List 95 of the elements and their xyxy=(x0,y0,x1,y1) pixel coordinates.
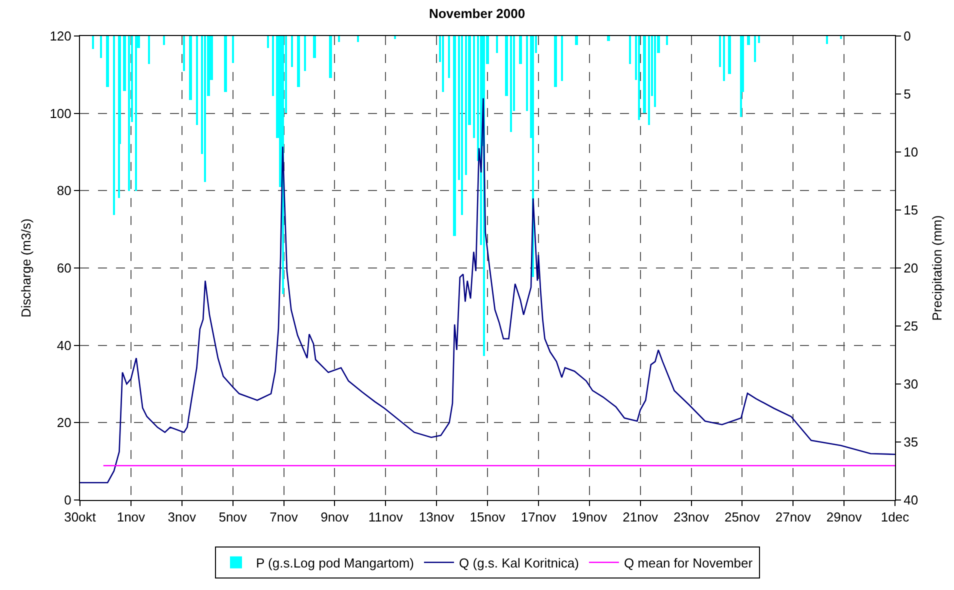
bar xyxy=(826,36,828,44)
y-tick-label: 100 xyxy=(50,106,72,121)
bar xyxy=(304,36,306,71)
bar xyxy=(654,36,656,107)
x-tick-label: 3nov xyxy=(168,510,196,525)
bar xyxy=(840,36,842,39)
bar xyxy=(394,36,396,39)
bar xyxy=(135,36,137,191)
bar xyxy=(100,36,102,58)
y-tick-label: 60 xyxy=(56,260,72,276)
bar xyxy=(719,36,721,67)
bar xyxy=(357,36,359,42)
bar xyxy=(92,36,94,49)
bar xyxy=(526,36,528,111)
y2-tick-label: 10 xyxy=(904,144,918,160)
bar xyxy=(561,36,563,81)
bar xyxy=(723,36,725,81)
x-tick-label: 23nov xyxy=(674,510,710,525)
bar xyxy=(728,36,731,74)
x-tick-label: 9nov xyxy=(320,510,350,525)
bar xyxy=(740,36,742,117)
legend-label: P (g.s.Log pod Mangartom) xyxy=(256,555,414,570)
x-tick-label: 7nov xyxy=(270,510,298,525)
bar xyxy=(453,36,456,236)
y-tick-label: 80 xyxy=(56,183,72,198)
bar xyxy=(465,36,467,175)
bar xyxy=(338,36,340,42)
x-tick-label: 21nov xyxy=(622,510,659,525)
y2-axis-title: Precipitation (mm) xyxy=(930,215,945,321)
bar xyxy=(496,36,498,53)
bar xyxy=(754,36,756,62)
bar xyxy=(461,36,463,215)
y2-tick-label: 5 xyxy=(904,86,911,102)
bar xyxy=(106,36,109,87)
y-axis-title: Discharge (m3/s) xyxy=(18,218,34,318)
bar xyxy=(442,36,444,92)
bar xyxy=(196,36,198,125)
y2-tick-label: 25 xyxy=(904,318,918,334)
bar xyxy=(747,36,750,45)
bar xyxy=(648,36,650,125)
bar xyxy=(272,36,274,96)
bar xyxy=(758,36,760,43)
chart-title: November 2000 xyxy=(428,6,526,21)
x-tick-label: 30okt xyxy=(64,510,96,525)
x-tick-label: 19nov xyxy=(572,510,608,525)
y2-tick-label: 40 xyxy=(904,492,918,508)
y2-tick-label: 0 xyxy=(904,28,911,44)
y-tick-label: 20 xyxy=(56,415,72,430)
y2-tick-label: 35 xyxy=(904,434,918,450)
bar xyxy=(329,36,332,78)
bar xyxy=(183,36,185,71)
y2-tick-label: 15 xyxy=(904,202,918,218)
x-tick-label: 1nov xyxy=(116,510,146,525)
bar xyxy=(638,36,640,120)
bar xyxy=(232,36,234,63)
bar xyxy=(291,36,293,67)
bar xyxy=(148,36,150,64)
bar xyxy=(113,36,115,215)
bar xyxy=(643,36,646,113)
y-tick-label: 0 xyxy=(64,492,72,508)
bar xyxy=(519,36,522,64)
bar xyxy=(313,36,316,58)
bar xyxy=(267,36,269,48)
bar xyxy=(163,36,165,45)
y2-tick-label: 20 xyxy=(904,260,918,276)
x-tick-label: 13nov xyxy=(418,510,455,525)
x-tick-label: 29nov xyxy=(826,510,862,525)
bar xyxy=(204,36,206,182)
x-tick-label: 25nov xyxy=(724,510,760,525)
bar xyxy=(297,36,300,87)
bar xyxy=(607,36,610,41)
bar xyxy=(128,36,130,191)
x-tick-label: 17nov xyxy=(520,510,557,525)
x-tick-label: 5nov xyxy=(218,510,248,525)
bar xyxy=(510,36,512,132)
bar xyxy=(473,36,475,138)
bar xyxy=(448,36,450,78)
x-tick-label: 11nov xyxy=(368,510,404,525)
legend-label: Q mean for November xyxy=(624,555,754,570)
y-tick-label: 40 xyxy=(56,338,72,353)
y2-tick-label: 30 xyxy=(904,376,918,392)
bar xyxy=(123,36,126,91)
line-series xyxy=(80,98,895,484)
bar xyxy=(666,36,668,45)
x-tick-label: 15nov xyxy=(470,510,506,525)
bar xyxy=(505,36,508,96)
bar xyxy=(554,36,557,87)
bar xyxy=(224,36,227,92)
bar xyxy=(189,36,192,100)
bar xyxy=(629,36,631,64)
y-tick-label: 120 xyxy=(50,28,72,44)
bar xyxy=(575,36,578,45)
legend-label: Q (g.s. Kal Koritnica) xyxy=(459,555,579,570)
x-tick-label: 27nov xyxy=(775,510,812,525)
x-tick-label: 1dec xyxy=(880,510,910,525)
